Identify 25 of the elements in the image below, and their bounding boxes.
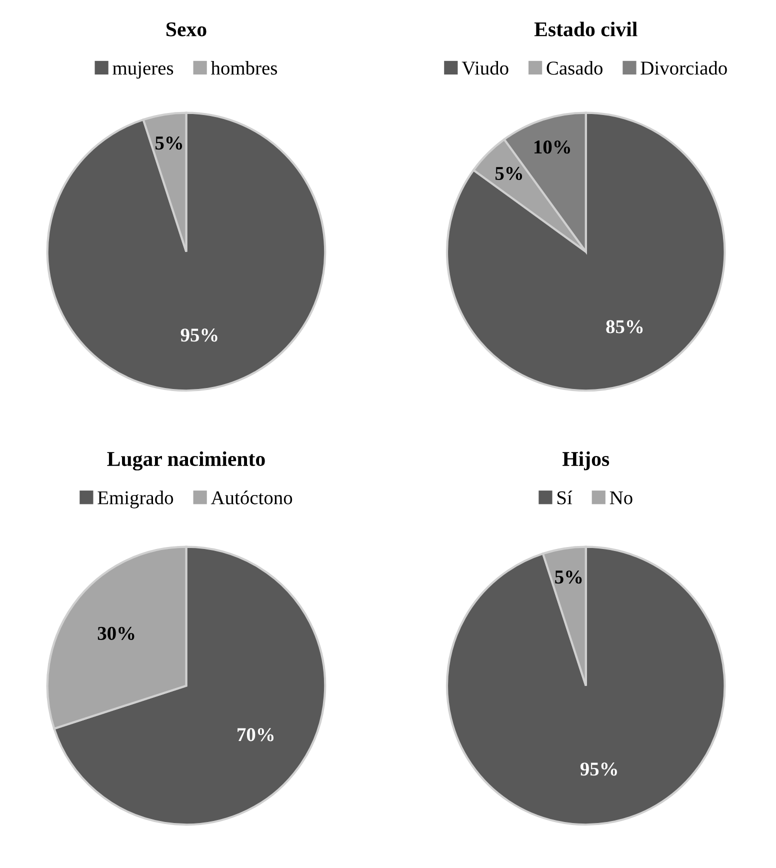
legend-label: Viudo — [462, 61, 508, 75]
legend-label: Casado — [546, 61, 602, 75]
data-label: 30% — [98, 626, 134, 640]
data-label: 5% — [495, 166, 522, 180]
legend-label: Divorciado — [640, 61, 727, 75]
pie-slice — [46, 112, 326, 392]
chart-title: Estado civil — [534, 22, 638, 36]
legend-label: hombres — [210, 61, 278, 75]
legend-label: No — [610, 491, 632, 504]
data-label: 5% — [555, 570, 582, 584]
chart-title: Hijos — [562, 451, 610, 470]
pie-slice — [446, 112, 726, 392]
chart-title: Lugar nacimiento — [107, 451, 265, 470]
legend-label: Emigrado — [98, 490, 174, 508]
data-label: 10% — [534, 140, 570, 154]
legend-label: Autóctono — [210, 490, 292, 504]
data-label: 5% — [155, 136, 182, 150]
legend-label: Sí — [557, 490, 572, 504]
data-label: 95% — [580, 762, 617, 776]
data-label: 95% — [180, 328, 218, 342]
data-label: 85% — [606, 320, 643, 334]
chart-title: Sexo — [166, 22, 206, 36]
pie-slice — [446, 546, 726, 826]
data-label: 70% — [238, 728, 274, 742]
legend-label: mujeres — [112, 62, 174, 79]
